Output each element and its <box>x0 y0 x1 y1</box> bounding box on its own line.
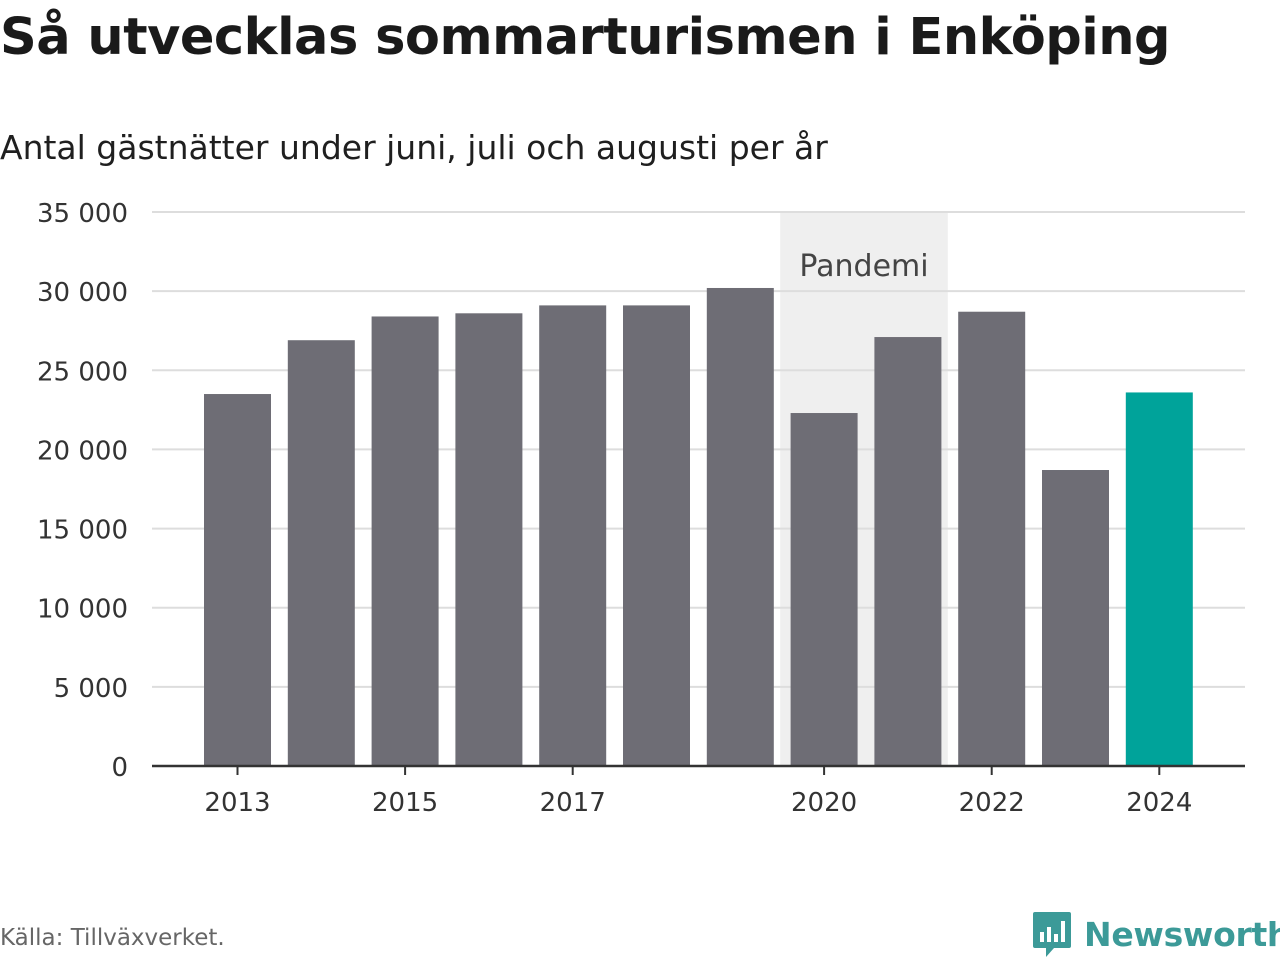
newsworthy-logo-icon <box>1033 912 1071 957</box>
bar-2023 <box>1042 470 1109 766</box>
source-note: Källa: Tillväxverket. <box>0 925 225 951</box>
bar-2018 <box>623 305 690 766</box>
y-tick-label: 30 000 <box>37 278 128 308</box>
chart-subtitle: Antal gästnätter under juni, juli och au… <box>0 128 828 167</box>
x-tick-label: 2015 <box>372 788 438 818</box>
y-tick-label: 25 000 <box>37 357 128 387</box>
bar-2019 <box>706 287 774 766</box>
bar-2016 <box>455 313 523 766</box>
bar-2022 <box>958 311 1026 766</box>
bar-2020 <box>790 413 858 766</box>
bar-2014 <box>287 340 355 766</box>
x-tick-label: 2013 <box>204 788 270 818</box>
bar-2013 <box>204 394 271 766</box>
x-tick-label: 2017 <box>540 788 606 818</box>
y-tick-label: 5 000 <box>54 674 128 704</box>
y-tick-label: 15 000 <box>37 516 128 546</box>
pandemic-label: Pandemi <box>799 249 928 284</box>
y-tick-label: 10 000 <box>37 595 128 625</box>
bar-2021 <box>874 337 942 766</box>
bar-2015 <box>371 316 439 766</box>
x-tick-label: 2020 <box>791 788 857 818</box>
newsworthy-logo: Newsworthy <box>1032 910 1280 958</box>
annotations: Pandemi <box>799 249 928 284</box>
bar-2024 <box>1125 392 1193 766</box>
bars <box>204 287 1193 766</box>
x-axis-ticks: 2013 2015 2017 2020 2022 2024 <box>204 766 1192 818</box>
x-tick-label: 2022 <box>959 788 1025 818</box>
chart-title: Så utvecklas sommarturismen i Enköping <box>0 8 1171 67</box>
y-tick-label: 0 <box>111 753 128 783</box>
y-tick-label: 20 000 <box>37 436 128 466</box>
x-tick-label: 2024 <box>1126 788 1192 818</box>
y-tick-label: 35 000 <box>37 199 128 229</box>
newsworthy-logo-text: Newsworthy <box>1084 914 1280 954</box>
y-axis-ticks: 0 5 000 10 000 15 000 20 000 25 000 30 000 35 0… <box>37 199 128 783</box>
bar-2017 <box>539 305 607 766</box>
